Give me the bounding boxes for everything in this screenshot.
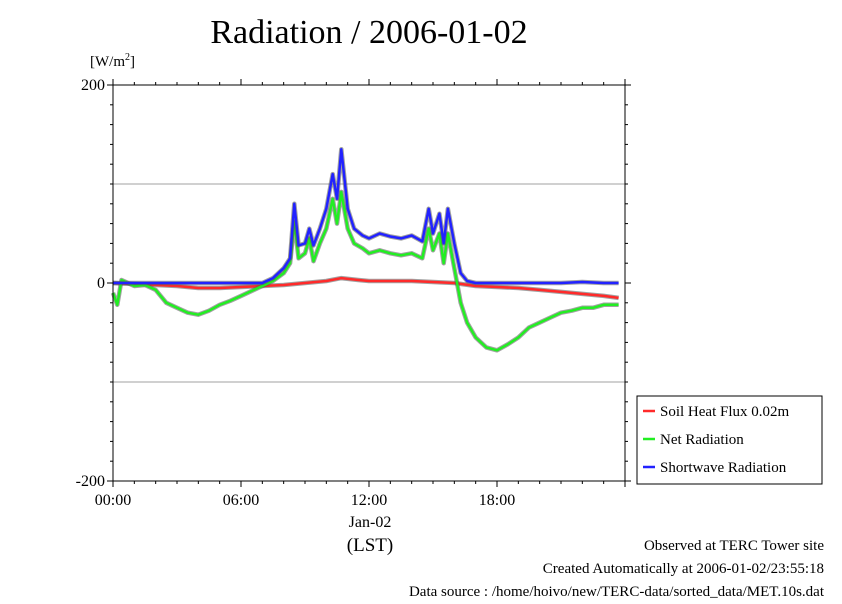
x-tick-label: 00:00 (95, 492, 131, 509)
series-line-soil-heat-flux-0-02m (112, 276, 619, 300)
x-axis-label: (LST) (347, 535, 393, 556)
y-axis: 200 0 -200 (76, 77, 631, 490)
x-axis: 00:00 06:00 12:00 18:00 (95, 79, 626, 509)
chart-title: Radiation / 2006-01-02 (210, 14, 528, 51)
footer-created: Created Automatically at 2006-01-02/23:5… (542, 561, 824, 577)
y-tick-label: -200 (76, 473, 105, 490)
gridlines (113, 183, 625, 383)
y-unit-superscript: 2 (125, 52, 130, 63)
footer-observed: Observed at TERC Tower site (643, 538, 824, 554)
legend-label-soil-heat-flux-0-02m: Soil Heat Flux 0.02m (660, 404, 790, 420)
y-unit-close: ] (130, 54, 135, 70)
series-shadow-shortwave-radiation (113, 147, 619, 286)
series-shadow-net-radiation (110, 189, 619, 353)
y-tick-label: 200 (81, 77, 105, 94)
legend-box (636, 395, 823, 485)
y-tick-label: 0 (97, 275, 105, 292)
series-line-net-radiation (111, 190, 619, 352)
x-tick-label: 18:00 (479, 492, 515, 509)
x-tick-label: 12:00 (351, 492, 387, 509)
legend-label-shortwave-radiation: Shortwave Radiation (660, 460, 787, 476)
x-tick-label: 06:00 (223, 492, 259, 509)
legend-label-net-radiation: Net Radiation (660, 432, 744, 448)
y-unit-label: [W/m2] (90, 52, 135, 71)
x-date-label: Jan-02 (349, 514, 392, 531)
y-unit-text: [W/m (90, 54, 125, 70)
series-lines (110, 147, 619, 353)
legend: Soil Heat Flux 0.02m Net Radiation Shortwa… (636, 395, 823, 485)
series-line-shortwave-radiation (113, 148, 619, 285)
legend-items: Soil Heat Flux 0.02m Net Radiation Shortwa… (643, 404, 790, 476)
footer-source: Data source : /home/hoivo/new/TERC-data/… (408, 584, 824, 600)
footer: Observed at TERC Tower site Created Auto… (409, 535, 824, 604)
